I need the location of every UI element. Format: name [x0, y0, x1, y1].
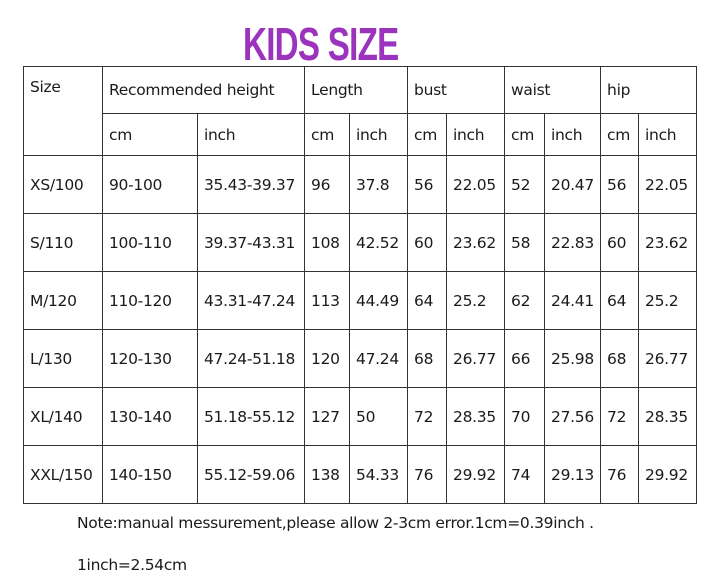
unit-header: cm [102, 113, 198, 156]
page-title: KIDS SIZE [243, 18, 399, 70]
table-cell: 74 [504, 445, 546, 504]
size-cell: XS/100 [23, 155, 103, 214]
table-cell: 120-130 [102, 329, 198, 388]
table-cell: 25.2 [446, 271, 506, 330]
size-cell: L/130 [23, 329, 103, 388]
table-row: XS/100 90-100 35.43-39.37 96 37.8 56 22.05 52 20… [23, 155, 698, 214]
unit-header: cm [600, 113, 640, 156]
header-bust: bust [407, 66, 506, 114]
table-cell: 28.35 [638, 387, 698, 446]
table-cell: 51.18-55.12 [196, 387, 306, 446]
table-cell: 110-120 [102, 271, 198, 330]
table-cell: 113 [304, 271, 351, 330]
table-cell: 62 [504, 271, 546, 330]
unit-header: inch [349, 113, 409, 156]
table-cell: 54.33 [349, 445, 409, 504]
table-cell: 52 [504, 155, 546, 214]
table-cell: 24.41 [544, 271, 602, 330]
table-cell: 22.83 [544, 213, 602, 272]
table-cell: 60 [600, 213, 640, 272]
unit-header: inch [446, 113, 506, 156]
table-cell: 25.2 [638, 271, 698, 330]
table-cell: 29.92 [446, 445, 506, 504]
header-size: Size [23, 66, 103, 156]
table-cell: 23.62 [638, 213, 698, 272]
table-cell: 96 [304, 155, 351, 214]
table-cell: 50 [349, 387, 409, 446]
size-cell: XL/140 [23, 387, 103, 446]
header-recommended-height: Recommended height [101, 66, 306, 114]
header-hip: hip [600, 66, 698, 114]
unit-header: cm [407, 113, 448, 156]
table-cell: 29.92 [638, 445, 698, 504]
header-length: Length [304, 66, 409, 114]
table-cell: 42.52 [349, 213, 409, 272]
table-cell: 29.13 [544, 445, 602, 504]
table-cell: 37.8 [349, 155, 409, 214]
table-cell: 140-150 [102, 445, 198, 504]
table-cell: 130-140 [102, 387, 198, 446]
table-cell: 47.24 [349, 329, 409, 388]
table-cell: 23.62 [446, 213, 506, 272]
table-cell: 56 [407, 155, 448, 214]
table-cell: 76 [407, 445, 448, 504]
table-cell: 27.56 [544, 387, 602, 446]
table-cell: 138 [304, 445, 351, 504]
unit-header: inch [544, 113, 602, 156]
unit-header: cm [304, 113, 351, 156]
table-row: S/110 100-110 39.37-43.31 108 42.52 60 23.62 58… [23, 213, 698, 272]
table-cell: 47.24-51.18 [196, 329, 306, 388]
table-cell: 68 [407, 329, 448, 388]
table-cell: 26.77 [638, 329, 698, 388]
table-cell: 120 [304, 329, 351, 388]
size-chart-table: Size Recommended height Length bust wais… [23, 66, 698, 504]
unit-header: inch [638, 113, 698, 156]
size-cell: S/110 [23, 213, 103, 272]
table-cell: 25.98 [544, 329, 602, 388]
table-cell: 64 [407, 271, 448, 330]
table-cell: 22.05 [446, 155, 506, 214]
table-cell: 66 [504, 329, 546, 388]
table-cell: 70 [504, 387, 546, 446]
table-cell: 108 [304, 213, 351, 272]
table-cell: 20.47 [544, 155, 602, 214]
table-cell: 35.43-39.37 [196, 155, 306, 214]
table-cell: 58 [504, 213, 546, 272]
table-row: L/130 120-130 47.24-51.18 120 47.24 68 26.77 66… [23, 329, 698, 388]
size-cell: M/120 [23, 271, 103, 330]
table-cell: 127 [304, 387, 351, 446]
header-row-groups: Size Recommended height Length bust wais… [23, 66, 698, 156]
unit-header: inch [196, 113, 306, 156]
header-row-units: cm inch cm inch cm inch cm inch cm inch [24, 113, 698, 156]
table-cell: 90-100 [102, 155, 198, 214]
table-cell: 72 [407, 387, 448, 446]
table-cell: 55.12-59.06 [196, 445, 306, 504]
table-cell: 76 [600, 445, 640, 504]
table-cell: 43.31-47.24 [196, 271, 306, 330]
table-cell: 22.05 [638, 155, 698, 214]
unit-header: cm [504, 113, 546, 156]
table-cell: 64 [600, 271, 640, 330]
table-cell: 39.37-43.31 [196, 213, 306, 272]
table-cell: 68 [600, 329, 640, 388]
table-cell: 28.35 [446, 387, 506, 446]
note-conversion: 1inch=2.54cm [77, 556, 187, 574]
header-waist: waist [504, 66, 602, 114]
table-cell: 44.49 [349, 271, 409, 330]
table-cell: 56 [600, 155, 640, 214]
table-row: XXL/150 140-150 55.12-59.06 138 54.33 76 29.92… [23, 445, 698, 504]
table-cell: 100-110 [102, 213, 198, 272]
table-row: M/120 110-120 43.31-47.24 113 44.49 64 25.2 62 2… [23, 271, 698, 330]
table-cell: 72 [600, 387, 640, 446]
table-row: XL/140 130-140 51.18-55.12 127 50 72 28.35 70 27… [23, 387, 698, 446]
size-cell: XXL/150 [23, 445, 103, 504]
table-cell: 26.77 [446, 329, 506, 388]
note-measurement: Note:manual messurement,please allow 2-3… [77, 514, 594, 532]
table-cell: 60 [407, 213, 448, 272]
